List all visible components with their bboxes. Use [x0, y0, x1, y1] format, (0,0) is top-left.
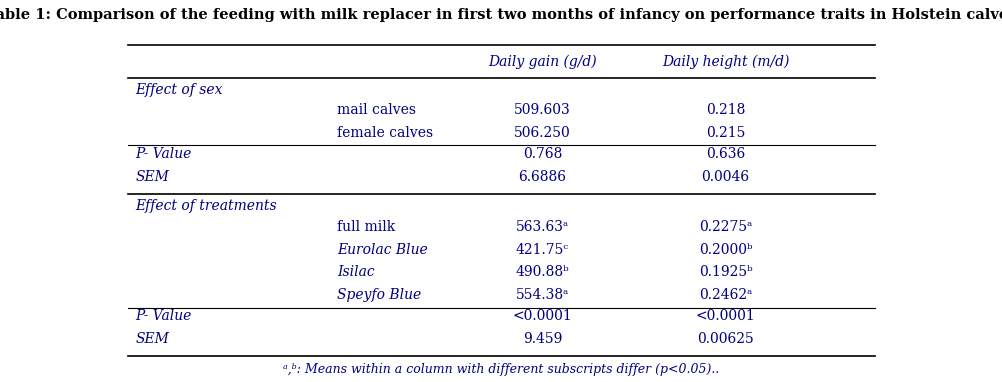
- Text: 554.38ᵃ: 554.38ᵃ: [515, 288, 569, 302]
- Text: Table 1: Comparison of the feeding with milk replacer in first two months of inf: Table 1: Comparison of the feeding with …: [0, 8, 1002, 23]
- Text: 0.2462ᵃ: 0.2462ᵃ: [698, 288, 752, 302]
- Text: <0.0001: <0.0001: [695, 309, 755, 323]
- Text: 0.2275ᵃ: 0.2275ᵃ: [698, 220, 752, 234]
- Text: Isilac: Isilac: [337, 265, 375, 280]
- Text: 490.88ᵇ: 490.88ᵇ: [515, 265, 569, 280]
- Text: P- Value: P- Value: [135, 309, 191, 323]
- Text: 509.603: 509.603: [514, 103, 570, 117]
- Text: SEM: SEM: [135, 170, 169, 183]
- Text: 0.636: 0.636: [705, 147, 744, 161]
- Text: 506.250: 506.250: [514, 126, 570, 140]
- Text: Daily height (m/d): Daily height (m/d): [661, 54, 789, 68]
- Text: 6.6886: 6.6886: [518, 170, 566, 183]
- Text: ᵃ,ᵇ: Means within a column with different subscripts differ (p<0.05)..: ᵃ,ᵇ: Means within a column with differen…: [283, 363, 719, 376]
- Text: Speyfo Blue: Speyfo Blue: [337, 288, 421, 302]
- Text: Effect of treatments: Effect of treatments: [135, 199, 277, 212]
- Text: 421.75ᶜ: 421.75ᶜ: [515, 243, 568, 257]
- Text: 563.63ᵃ: 563.63ᵃ: [515, 220, 569, 234]
- Text: Effect of sex: Effect of sex: [135, 83, 222, 97]
- Text: 0.215: 0.215: [705, 126, 744, 140]
- Text: 0.2000ᵇ: 0.2000ᵇ: [698, 243, 752, 257]
- Text: 0.768: 0.768: [522, 147, 562, 161]
- Text: 9.459: 9.459: [522, 332, 562, 346]
- Text: <0.0001: <0.0001: [512, 309, 572, 323]
- Text: Eurolac Blue: Eurolac Blue: [337, 243, 428, 257]
- Text: 0.1925ᵇ: 0.1925ᵇ: [698, 265, 752, 280]
- Text: SEM: SEM: [135, 332, 169, 346]
- Text: mail calves: mail calves: [337, 103, 416, 117]
- Text: Daily gain (g/d): Daily gain (g/d): [488, 54, 596, 68]
- Text: female calves: female calves: [337, 126, 433, 140]
- Text: 0.218: 0.218: [705, 103, 744, 117]
- Text: 0.00625: 0.00625: [696, 332, 754, 346]
- Text: 0.0046: 0.0046: [700, 170, 748, 183]
- Text: full milk: full milk: [337, 220, 395, 234]
- Text: P- Value: P- Value: [135, 147, 191, 161]
